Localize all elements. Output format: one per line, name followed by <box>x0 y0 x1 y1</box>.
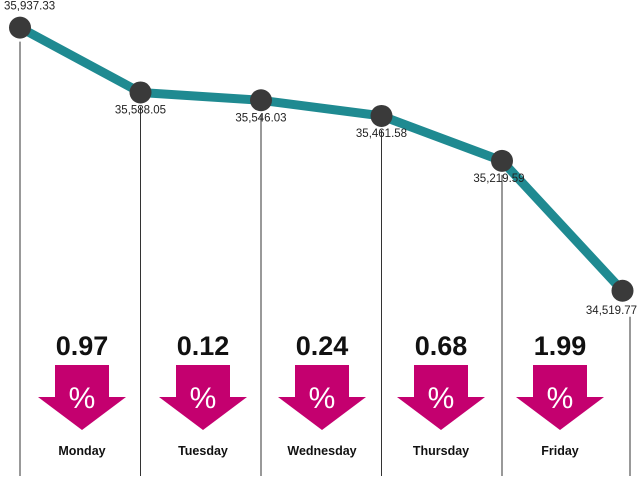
percent-sign: % <box>309 382 336 415</box>
percent-sign: % <box>190 382 217 415</box>
down-arrow-icon <box>38 365 126 430</box>
down-arrow-icon <box>278 365 366 430</box>
data-label: 35,937.33 <box>4 1 55 13</box>
change-value-label: 0.24 <box>296 331 349 361</box>
x-tick-label: Friday <box>541 444 579 458</box>
change-value-label: 0.97 <box>56 331 109 361</box>
data-label: 35,219.59 <box>473 173 524 185</box>
down-arrow-icon <box>397 365 485 430</box>
data-point <box>370 104 393 127</box>
x-tick-label: Wednesday <box>287 444 356 458</box>
series-line <box>15 23 627 296</box>
data-point <box>129 81 152 104</box>
x-tick-label: Monday <box>58 444 105 458</box>
change-value-label: 0.68 <box>415 331 468 361</box>
x-tick-label: Thursday <box>413 444 469 458</box>
data-label: 35,546.03 <box>235 112 286 124</box>
data-label: 35,461.58 <box>356 128 407 140</box>
percent-sign: % <box>69 382 96 415</box>
divider-lines <box>19 41 631 476</box>
down-arrow-icon <box>159 365 247 430</box>
x-tick-label: Tuesday <box>178 444 228 458</box>
data-label: 35,588.05 <box>115 104 166 116</box>
data-point <box>9 16 31 39</box>
change-value-label: 0.12 <box>177 331 230 361</box>
down-arrow-icon <box>516 365 604 430</box>
percent-sign: % <box>428 382 455 415</box>
data-point <box>491 149 513 172</box>
data-point <box>611 279 634 302</box>
change-value-label: 1.99 <box>534 331 587 361</box>
data-point <box>250 89 272 112</box>
percent-sign: % <box>547 382 574 415</box>
data-label: 34,519.77 <box>586 305 637 317</box>
